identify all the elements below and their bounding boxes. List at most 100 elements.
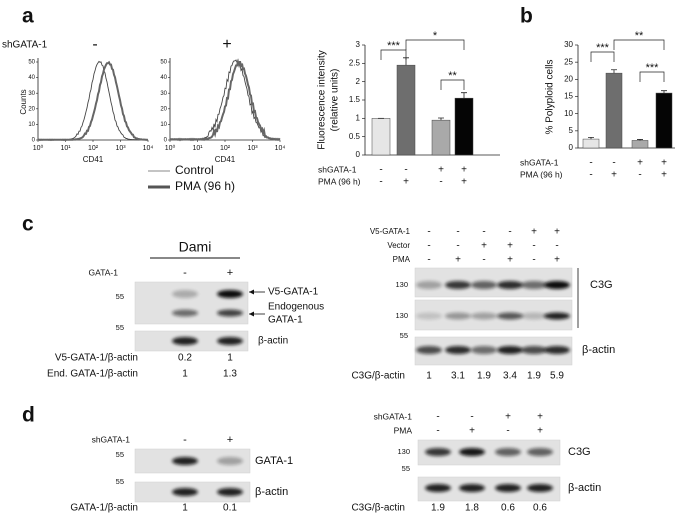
quantification-value: 1 — [182, 369, 188, 380]
band — [425, 448, 451, 456]
x-axis-label: CD41 — [83, 155, 104, 164]
band — [527, 448, 553, 456]
band — [497, 346, 523, 354]
condition-sign: - — [379, 165, 382, 176]
condition-sign: + — [222, 36, 231, 53]
y-tick-label: 25 — [564, 57, 573, 66]
y-tick-label: 2.5 — [349, 58, 361, 67]
x-tick-label: 10⁴ — [143, 145, 154, 152]
band — [217, 457, 243, 465]
x-tick-label: 10¹ — [192, 145, 203, 152]
band — [172, 309, 198, 317]
band — [495, 484, 521, 492]
x-tick-label: 10² — [220, 145, 231, 152]
mw-marker: 55 — [402, 464, 410, 473]
condition-sign: - — [436, 412, 439, 423]
error-bar — [438, 117, 444, 121]
significance-label: * — [433, 30, 438, 42]
mw-marker: 55 — [116, 477, 124, 486]
condition-label: PMA (96 h) — [318, 176, 361, 186]
x-axis-label: CD41 — [215, 155, 236, 164]
condition-sign: - — [92, 36, 97, 53]
mw-marker: 55 — [400, 331, 408, 340]
condition-sign: + — [469, 426, 475, 437]
condition-sign: + — [537, 426, 543, 437]
bar — [605, 72, 623, 149]
bar — [371, 118, 391, 156]
y-tick-label: 40 — [160, 75, 167, 81]
condition-sign: + — [438, 165, 444, 176]
band-label: Endogenous — [268, 302, 324, 313]
y-tick-label: 15 — [564, 92, 573, 101]
band — [172, 290, 198, 298]
y-tick-label: 20 — [564, 74, 573, 83]
band — [471, 281, 497, 289]
panel-label: c — [22, 213, 34, 236]
y-tick-label: 5 — [569, 126, 574, 135]
band — [416, 281, 442, 289]
band — [544, 312, 570, 320]
histogram-curve — [37, 60, 149, 142]
error-bar — [637, 139, 643, 141]
band-label: β-actin — [568, 482, 601, 494]
condition-label: PMA — [393, 255, 411, 264]
y-tick-label: 40 — [28, 75, 35, 81]
y-tick-label: 30 — [160, 91, 167, 97]
y-tick-label: 10 — [564, 109, 573, 118]
band — [459, 448, 485, 456]
condition-sign: + — [461, 165, 467, 176]
band-label: β-actin — [255, 486, 288, 498]
x-tick-label: 10⁴ — [275, 145, 286, 152]
condition-sign: - — [404, 165, 407, 176]
y-tick-label: 20 — [28, 106, 35, 112]
band — [471, 346, 497, 354]
legend-entry: PMA (96 h) — [175, 179, 235, 193]
condition-sign: - — [456, 227, 459, 238]
condition-sign: - — [183, 434, 187, 446]
band — [217, 290, 243, 298]
condition-label: V5-GATA-1 — [370, 227, 411, 236]
quantification-value: 1.9 — [477, 371, 491, 382]
band — [521, 312, 547, 320]
quantification-value: 1 — [182, 503, 188, 514]
mw-marker: 55 — [116, 450, 124, 459]
x-tick-label: 10¹ — [60, 145, 71, 152]
significance-bracket — [405, 39, 465, 50]
band — [445, 281, 471, 289]
band-label: β-actin — [582, 344, 615, 356]
condition-sign: + — [537, 412, 543, 423]
condition-sign: - — [379, 177, 382, 188]
condition-sign: + — [227, 434, 233, 446]
y-tick-label: 2 — [356, 77, 361, 86]
condition-sign: + — [531, 227, 537, 238]
panel-label: d — [22, 404, 35, 427]
y-tick-label: 3 — [356, 40, 361, 49]
condition-label: PMA — [394, 425, 413, 435]
significance-bracket — [380, 49, 407, 60]
quantification-label: C3G/β-actin — [351, 371, 405, 382]
significance-bracket — [440, 79, 465, 90]
condition-sign: - — [555, 241, 558, 252]
arrow-head — [249, 311, 254, 317]
quantification-value: 1.9 — [431, 503, 445, 514]
y-tick-label: 1.5 — [349, 95, 361, 104]
condition-sign: - — [638, 170, 641, 181]
band — [172, 457, 198, 465]
quantification-value: 1.9 — [527, 371, 541, 382]
band — [416, 312, 442, 320]
condition-sign: + — [507, 255, 513, 266]
condition-sign: - — [532, 255, 535, 266]
band — [172, 337, 198, 345]
band-label: C3G — [568, 446, 591, 458]
bar — [431, 119, 451, 156]
condition-sign: - — [482, 255, 485, 266]
quantification-value: 1.3 — [223, 369, 237, 380]
band-label: β-actin — [258, 336, 288, 347]
condition-label: shGATA-1 — [318, 164, 357, 174]
significance-label: ** — [635, 30, 644, 42]
bar — [454, 97, 474, 156]
band-label: V5-GATA-1 — [268, 287, 319, 298]
bar — [655, 92, 673, 149]
